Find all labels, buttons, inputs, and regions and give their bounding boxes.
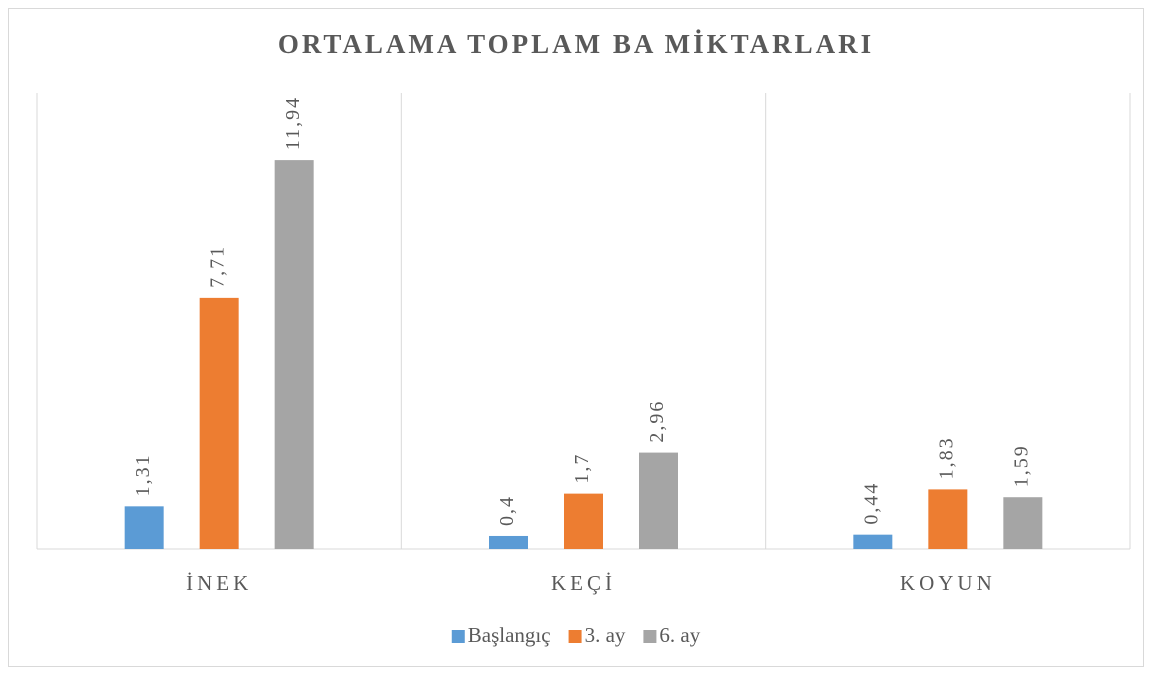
- x-tick-label: KOYUN: [900, 571, 996, 595]
- chart-title: ORTALAMA TOPLAM BA MİKTARLARI: [278, 29, 874, 59]
- legend-label: 6. ay: [659, 623, 700, 647]
- x-tick-label: KEÇİ: [551, 571, 616, 595]
- data-label: 11,94: [282, 96, 304, 150]
- bar: [928, 489, 968, 549]
- bar: [199, 297, 239, 549]
- data-label: 0,4: [496, 495, 518, 526]
- bar: [489, 535, 528, 549]
- bar: [853, 534, 893, 549]
- legend-swatch: [451, 630, 465, 643]
- x-tick-label: İNEK: [186, 571, 252, 595]
- bar: [1003, 497, 1043, 549]
- legend-label: Başlangıç: [468, 623, 551, 647]
- data-label: 1,59: [1010, 444, 1032, 487]
- data-label: 7,71: [207, 245, 229, 288]
- data-label: 2,96: [646, 400, 668, 443]
- bar: [124, 506, 164, 549]
- data-label: 1,7: [571, 453, 593, 484]
- bar: [564, 493, 603, 549]
- chart-border: [8, 8, 1144, 667]
- data-label: 0,44: [860, 482, 882, 525]
- data-label: 1,83: [935, 436, 957, 479]
- legend-label: 3. ay: [585, 623, 626, 647]
- data-label: 1,31: [132, 453, 154, 496]
- legend-swatch: [643, 630, 657, 643]
- bar: [639, 452, 678, 549]
- legend-swatch: [568, 630, 582, 643]
- bar: [274, 160, 314, 549]
